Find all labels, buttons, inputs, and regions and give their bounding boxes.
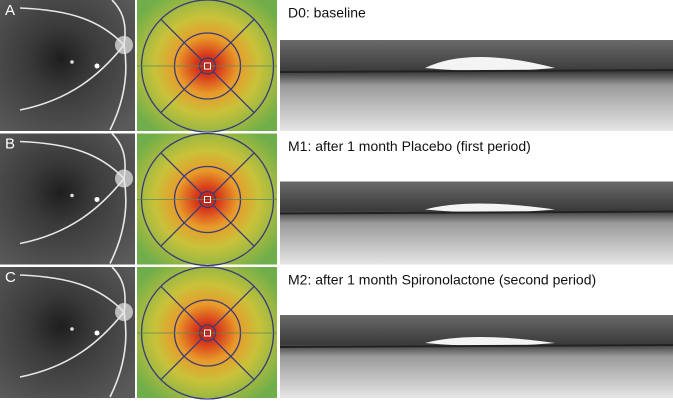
leak-spot (94, 197, 100, 202)
grid-spoke (212, 338, 255, 381)
grid-spoke (160, 338, 203, 381)
grid-spoke (160, 204, 203, 247)
oct-scan (280, 181, 673, 265)
thickness-map (137, 267, 277, 398)
vessel (111, 266, 126, 313)
grid-spoke (160, 18, 203, 61)
panel-label: B (5, 135, 15, 152)
grid-spoke (212, 285, 255, 328)
grid-spoke (160, 152, 203, 195)
fovea-marker (204, 196, 211, 203)
grid-spoke (212, 71, 255, 114)
detachment (425, 57, 555, 71)
oct-scan (280, 315, 673, 398)
grid-spoke (212, 152, 255, 195)
thickness-map (137, 133, 277, 265)
vessel (19, 140, 125, 180)
leak-spot (94, 63, 100, 69)
fovea-marker (204, 329, 211, 337)
vessel (19, 44, 125, 111)
caption: M2: after 1 month Spironolactone (second… (288, 272, 596, 288)
oct-scan (280, 40, 673, 131)
grid-spoke (212, 18, 255, 61)
vessel (109, 44, 127, 131)
detachment (425, 337, 555, 346)
angiogram (0, 0, 135, 131)
vessel (19, 274, 125, 313)
vessel (19, 311, 125, 378)
fovea-marker (204, 62, 211, 70)
grid-spoke (160, 285, 203, 328)
caption: M1: after 1 month Placebo (first period) (288, 138, 531, 154)
grid-spoke (212, 204, 255, 247)
rpe-line (279, 210, 673, 215)
angiogram (0, 267, 135, 398)
panel-label: C (5, 269, 16, 286)
rpe-line (279, 69, 673, 73)
leak-spot (70, 327, 74, 331)
angiogram (0, 133, 135, 265)
vessel (109, 178, 127, 264)
leak-spot (70, 193, 74, 198)
leak-spot (70, 60, 74, 64)
vessel (19, 7, 125, 46)
vessel (111, 0, 126, 46)
vessel (19, 178, 125, 245)
grid-spoke (160, 71, 203, 114)
caption: D0: baseline (288, 5, 366, 21)
thickness-map (137, 0, 277, 131)
vessel (109, 311, 127, 398)
vessel (111, 132, 126, 179)
rpe-line (279, 344, 673, 348)
detachment (425, 203, 555, 213)
leak-spot (94, 330, 100, 336)
panel-label: A (5, 2, 15, 19)
